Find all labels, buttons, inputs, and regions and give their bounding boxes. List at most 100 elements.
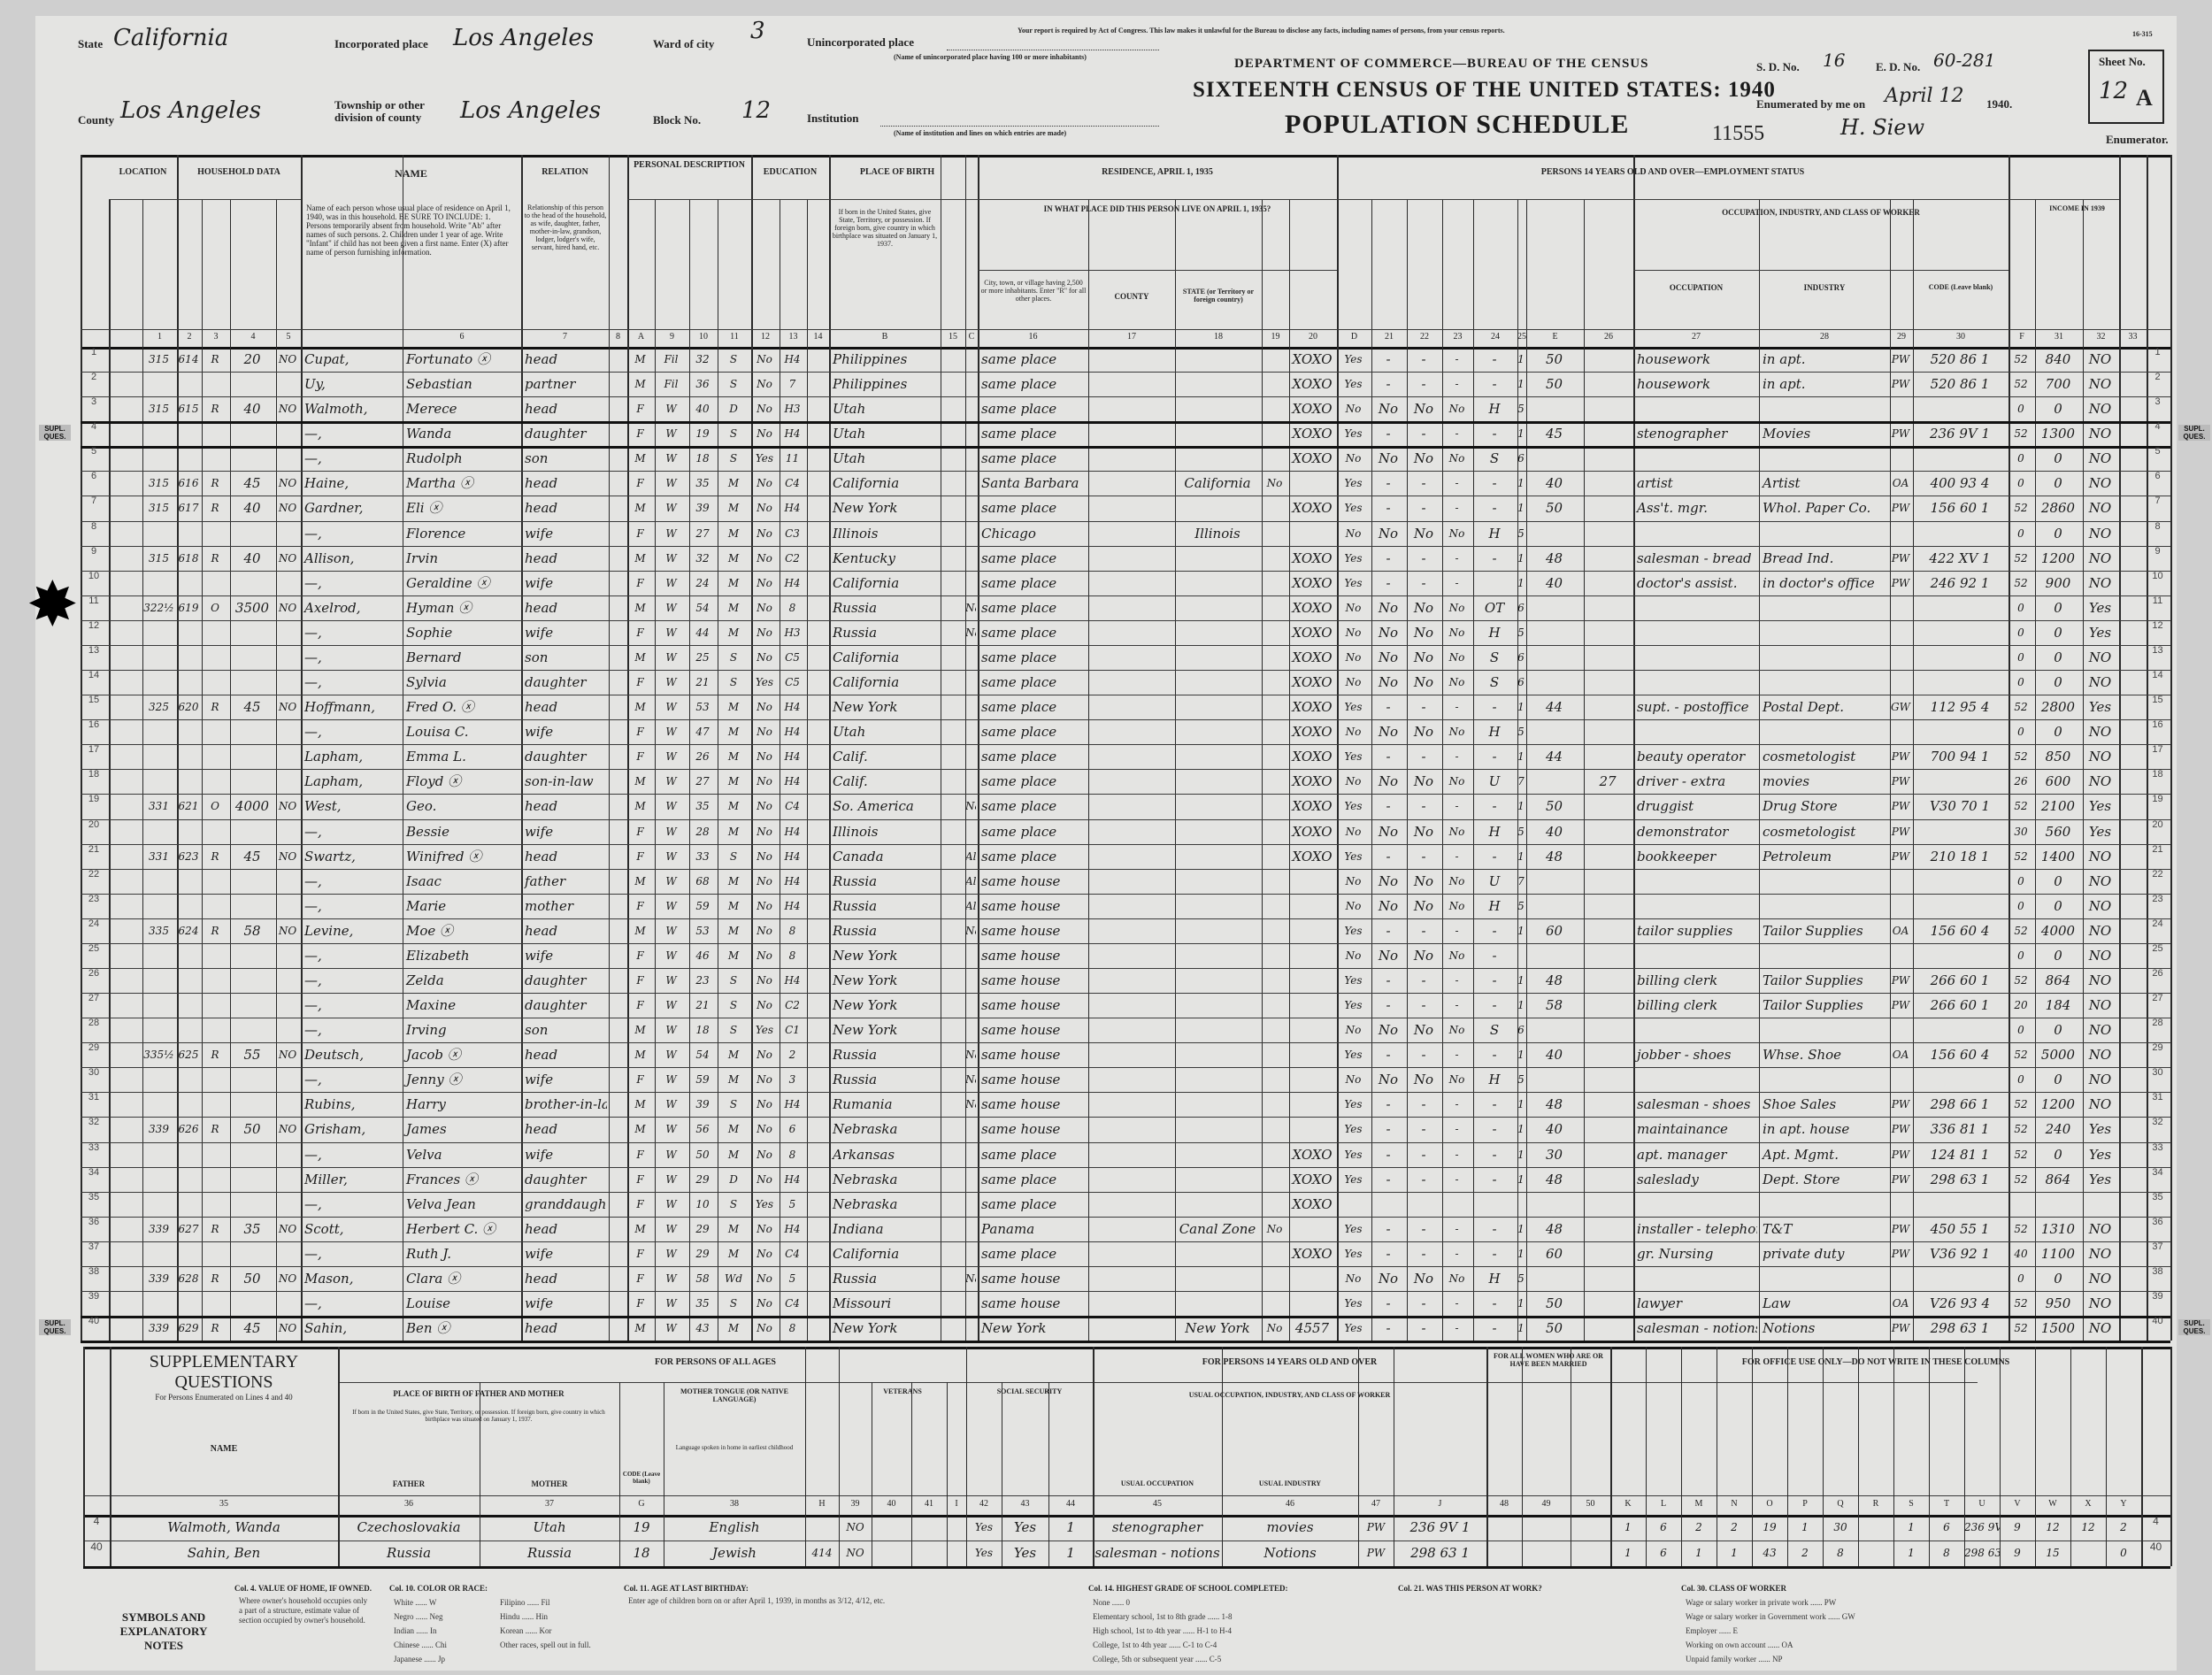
supp-cell-ss: 1 xyxy=(1066,1545,1075,1561)
cell-race: W xyxy=(665,775,677,788)
cell-res-city: same house xyxy=(981,1295,1061,1312)
cell-emp: - xyxy=(1386,1047,1391,1064)
cell-income: 0 xyxy=(2054,624,2062,641)
cell-school: No xyxy=(757,1049,772,1062)
column-number: B xyxy=(881,332,888,342)
cell-class: OA xyxy=(1892,477,1909,490)
cell-birthplace: Canada xyxy=(833,848,884,864)
cell-school: No xyxy=(757,1172,772,1186)
cell-birthplace: Missouri xyxy=(833,1295,892,1312)
cell-sex: F xyxy=(636,626,644,639)
cell-sex: M xyxy=(634,1222,646,1235)
cell-emp: No xyxy=(1345,825,1362,838)
cell-emp xyxy=(1473,571,1516,595)
cell-e: 6 xyxy=(1517,601,1525,614)
cell-hours: 40 xyxy=(1545,574,1563,591)
supp-cell-name: Sahin, Ben xyxy=(187,1545,261,1561)
cell-house: 315 xyxy=(149,353,169,365)
cell-ln: 28 xyxy=(88,1018,100,1029)
cell-citizen: Al xyxy=(965,874,976,887)
header-household: HOUSEHOLD DATA xyxy=(197,167,280,177)
cell-race: W xyxy=(665,750,677,764)
cell-ln: 30 xyxy=(2152,1067,2163,1079)
cell-other: NO xyxy=(2088,997,2112,1014)
cell-emp: No xyxy=(1413,823,1434,840)
cell-e: 1 xyxy=(1517,974,1525,987)
row-divider xyxy=(81,1316,2170,1319)
cell-other: Yes xyxy=(2088,599,2112,616)
cell-grade: H4 xyxy=(784,750,801,764)
supp-cell-office: 12 xyxy=(2046,1521,2060,1533)
supp-column-number: 47 xyxy=(1371,1499,1380,1509)
cell-surname: —, xyxy=(304,823,322,840)
cell-res-city: same place xyxy=(981,798,1057,815)
cell-industry: Dept. Store xyxy=(1763,1171,1840,1187)
cell-income: 0 xyxy=(2054,674,2062,691)
cell-tenure: R xyxy=(211,1322,219,1335)
cell-res-city: same place xyxy=(981,724,1057,741)
cell-income: 840 xyxy=(2045,351,2071,367)
cell-sex: M xyxy=(634,701,646,714)
cell-weeks: 52 xyxy=(2014,1123,2028,1136)
row-divider xyxy=(81,421,2170,425)
cell-res-state: Illinois xyxy=(1194,525,1240,542)
cell-grade: C4 xyxy=(785,1247,800,1260)
supp-column-number: I xyxy=(955,1499,958,1509)
census-sheet xyxy=(35,16,2177,1671)
cell-emp: No xyxy=(1413,872,1434,889)
cell-emp: No xyxy=(1448,526,1465,540)
state-value: California xyxy=(113,25,229,51)
cell-res-farm: No xyxy=(1266,1322,1283,1335)
cell-emp: - xyxy=(1421,376,1426,393)
cell-emp: - xyxy=(1421,426,1426,442)
department-heading: DEPARTMENT OF COMMERCE—BUREAU OF THE CEN… xyxy=(1234,57,1649,71)
cell-emp: - xyxy=(1455,1148,1459,1161)
cell-ln: 18 xyxy=(88,769,100,780)
cell-emp: - xyxy=(1421,1146,1426,1163)
cell-res-city: same place xyxy=(981,624,1057,641)
cell-sex: M xyxy=(634,452,646,465)
cell-emp: Yes xyxy=(1344,1148,1363,1161)
cell-emp: H xyxy=(1488,724,1501,741)
cell-emp: - xyxy=(1492,699,1497,716)
cell-emp: No xyxy=(1345,949,1362,962)
cell-tenure: R xyxy=(211,849,219,863)
state-label: State xyxy=(78,37,104,50)
cell-occupation: salesman - shoes xyxy=(1637,1096,1751,1113)
cell-other: NO xyxy=(2088,549,2112,566)
cell-sex: F xyxy=(636,1197,644,1210)
cell-grade: C3 xyxy=(785,526,800,540)
cell-codeD: 4557 xyxy=(1294,1320,1330,1337)
column-number: D xyxy=(1350,332,1358,342)
cell-ln: 39 xyxy=(88,1291,100,1302)
cell-emp: - xyxy=(1455,701,1459,714)
header-personal: PERSONAL DESCRIPTION xyxy=(634,160,745,170)
cell-e: 1 xyxy=(1517,1148,1525,1161)
cell-race: W xyxy=(665,1247,677,1260)
cell-occupation: salesman - notions xyxy=(1637,1320,1757,1337)
supp-cell-vet: NO xyxy=(846,1521,864,1533)
cell-income: 600 xyxy=(2045,773,2071,790)
cell-industry: Bread Ind. xyxy=(1763,549,1834,566)
cell-e: 1 xyxy=(1517,477,1525,490)
cell-res-city: New York xyxy=(981,1320,1047,1337)
cell-relation: wife xyxy=(525,823,554,840)
cell-surname: —, xyxy=(304,426,322,442)
cell-other: NO xyxy=(2088,376,2112,393)
supp-cell-office: 9 xyxy=(2014,1521,2021,1533)
cell-value: 45 xyxy=(243,699,261,716)
cell-emp: - xyxy=(1421,997,1426,1014)
cell-citizen: Na xyxy=(965,1049,976,1062)
cell-grade: H4 xyxy=(784,775,801,788)
row-divider xyxy=(81,595,2170,596)
supp-cell-usual-occ: salesman - notions xyxy=(1094,1545,1220,1561)
cell-race: W xyxy=(665,1222,677,1235)
cell-emp: Yes xyxy=(1344,750,1363,764)
cell-emp: Yes xyxy=(1344,1123,1363,1136)
cell-hours: 58 xyxy=(1545,997,1563,1014)
cell-birthplace: Russia xyxy=(833,897,878,914)
cell-surname: Levine, xyxy=(304,922,354,939)
cell-race: W xyxy=(665,1049,677,1062)
cell-house: 335 xyxy=(149,924,169,937)
cell-emp: - xyxy=(1455,502,1459,515)
